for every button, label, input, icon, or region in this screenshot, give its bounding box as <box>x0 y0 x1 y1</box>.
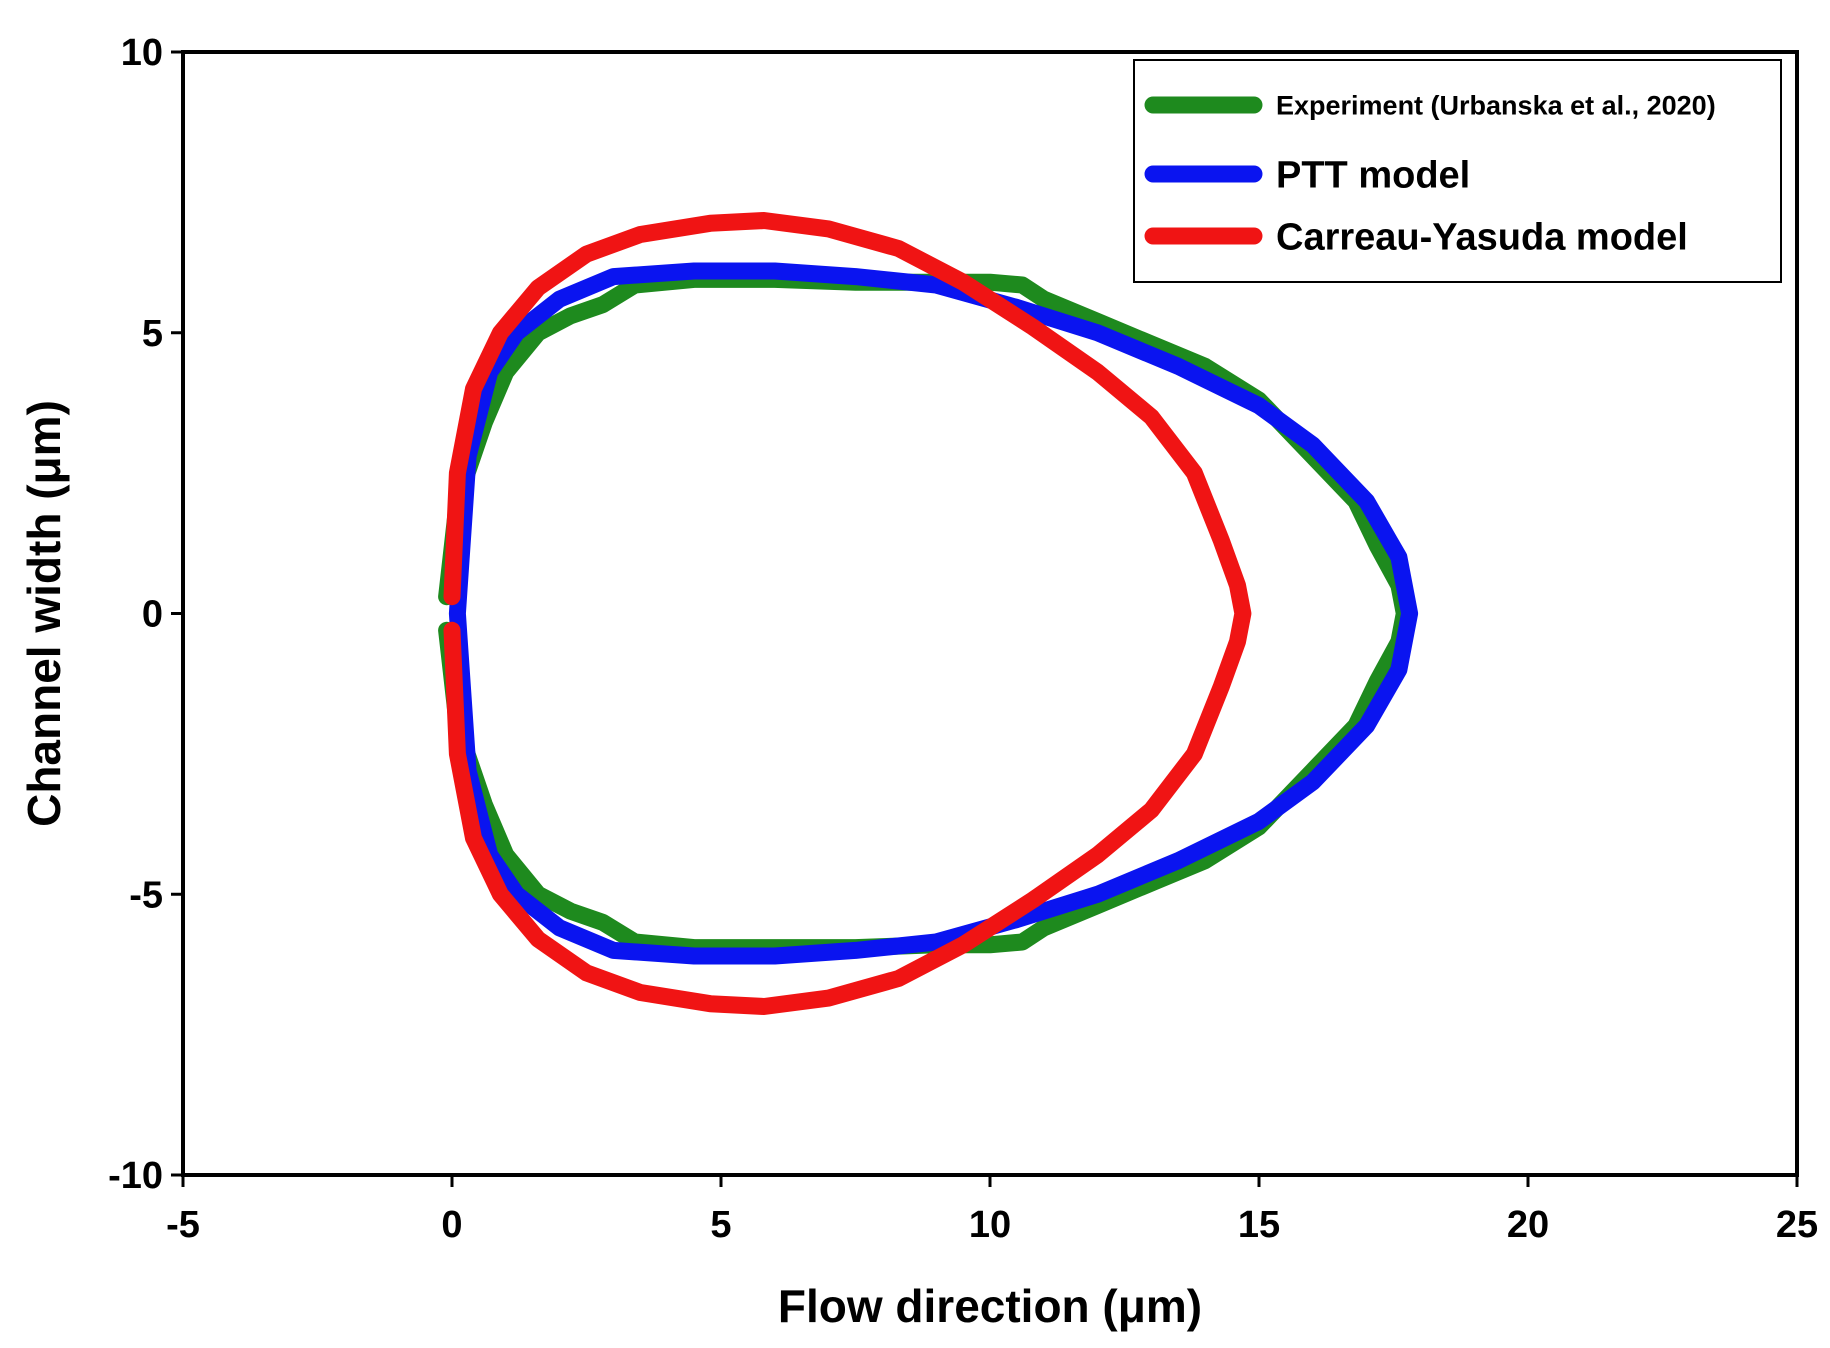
x-tick-label: 10 <box>969 1204 1011 1246</box>
legend-label-1: PTT model <box>1276 155 1470 197</box>
series-line-0 <box>438 270 1413 957</box>
x-tick-label: 0 <box>441 1204 462 1246</box>
series-layer <box>438 212 1419 1015</box>
x-tick-label: 15 <box>1238 1204 1280 1246</box>
y-axis-title: Channel width (μm) <box>18 400 70 827</box>
legend: Experiment (Urbanska et al., 2020) PTT mo… <box>1133 59 1782 283</box>
y-tick-label: 0 <box>142 594 163 636</box>
x-tick-label: 25 <box>1776 1204 1818 1246</box>
x-tick-label: -5 <box>166 1204 200 1246</box>
y-tick-label: -10 <box>108 1155 163 1197</box>
legend-label-2: Carreau-Yasuda model <box>1276 217 1688 259</box>
x-axis-title: Flow direction (μm) <box>778 1280 1202 1332</box>
legend-label-0: Experiment (Urbanska et al., 2020) <box>1276 91 1716 121</box>
y-tick-label: 5 <box>142 313 163 355</box>
y-axis-ticks: 10 5 0 -5 -10 <box>108 32 183 1197</box>
x-tick-label: 20 <box>1507 1204 1549 1246</box>
y-tick-label: 10 <box>121 32 163 74</box>
x-axis-ticks: -5 0 5 10 15 20 25 <box>166 1175 1818 1246</box>
y-tick-label: -5 <box>129 874 163 916</box>
series-line-2 <box>443 212 1252 1015</box>
x-tick-label: 5 <box>710 1204 731 1246</box>
series-line-1 <box>448 262 1419 965</box>
